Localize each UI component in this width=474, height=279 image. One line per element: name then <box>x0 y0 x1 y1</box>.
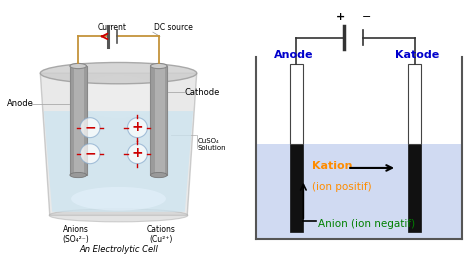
Bar <box>408 64 421 144</box>
Bar <box>164 66 167 175</box>
Ellipse shape <box>77 76 160 118</box>
Text: Current: Current <box>98 23 127 32</box>
Text: Anion (ion negatif): Anion (ion negatif) <box>318 219 415 229</box>
Text: An Electrolytic Cell: An Electrolytic Cell <box>79 246 158 254</box>
Circle shape <box>128 118 147 138</box>
Text: DC source: DC source <box>154 23 193 32</box>
Text: −: − <box>362 12 371 22</box>
Bar <box>408 144 421 232</box>
Polygon shape <box>44 111 193 212</box>
Circle shape <box>80 144 100 164</box>
Ellipse shape <box>40 62 197 84</box>
Bar <box>151 66 155 175</box>
Ellipse shape <box>151 172 167 178</box>
Circle shape <box>128 144 147 164</box>
Text: Cations
(Cu²⁺): Cations (Cu²⁺) <box>147 225 175 244</box>
Text: +: + <box>132 120 143 134</box>
Ellipse shape <box>70 63 86 69</box>
Circle shape <box>80 118 100 138</box>
Ellipse shape <box>49 209 188 222</box>
Bar <box>70 66 86 175</box>
Bar <box>256 144 462 239</box>
Text: −: − <box>84 120 96 134</box>
Bar <box>84 66 86 175</box>
Text: CuSO₄
Solution: CuSO₄ Solution <box>198 138 227 151</box>
Bar <box>290 64 303 144</box>
Text: Katode: Katode <box>395 50 439 60</box>
Text: Cathode: Cathode <box>185 88 220 97</box>
Text: Kation: Kation <box>311 161 352 170</box>
Polygon shape <box>40 73 197 215</box>
Text: +: + <box>336 12 345 22</box>
Text: (ion positif): (ion positif) <box>311 182 371 192</box>
Text: −: − <box>84 146 96 160</box>
Ellipse shape <box>70 172 86 178</box>
Bar <box>151 66 167 175</box>
Text: Anode: Anode <box>7 99 34 109</box>
Ellipse shape <box>71 187 166 211</box>
Text: +: + <box>132 146 143 160</box>
Bar <box>290 144 303 232</box>
Text: Anode: Anode <box>274 50 314 60</box>
Bar <box>70 66 74 175</box>
Text: Anions
(SO₄²⁻): Anions (SO₄²⁻) <box>63 225 89 244</box>
Ellipse shape <box>151 63 167 69</box>
